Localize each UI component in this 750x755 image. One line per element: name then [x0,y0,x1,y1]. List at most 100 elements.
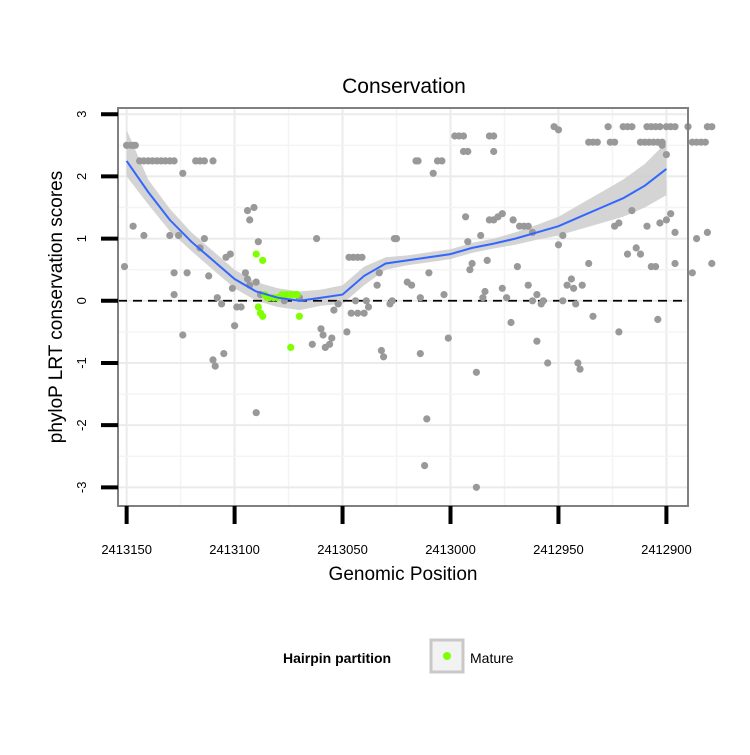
data-point [334,300,342,308]
data-point [231,322,239,330]
data-point [362,297,370,305]
data-point [533,337,541,345]
data-point [220,350,228,358]
data-point [481,287,489,296]
data-point [671,259,679,268]
data-point [559,231,567,240]
data-point [120,263,129,271]
data-point [513,263,522,271]
data-point [429,169,437,177]
data-point [524,281,532,289]
data-point [375,269,383,277]
x-tick-label: 2413050 [317,542,368,557]
data-point [170,269,178,277]
data-point [423,415,431,423]
legend-key-mature [443,652,451,660]
data-point [604,123,612,131]
data-point [226,250,234,258]
data-point [313,235,321,243]
data-point [567,275,576,283]
confidence-band [126,129,667,311]
data-point [662,216,671,224]
data-point [392,235,401,243]
data-point [533,291,541,299]
data-point [490,147,498,156]
y-tick-label: 2 [74,173,89,180]
data-point [250,203,258,212]
data-point [524,222,532,230]
data-point [179,169,187,177]
data-point [416,294,424,302]
y-tick-label: -2 [74,419,89,431]
y-tick-label: 1 [74,235,89,242]
data-point [667,210,675,218]
data-point [243,207,252,215]
data-point [317,325,325,333]
data-point [330,306,338,314]
data-point [408,281,416,289]
data-point [388,297,396,305]
data-point [671,123,679,131]
data-point [623,250,632,258]
data-point [200,235,208,243]
data-point [671,228,679,236]
data-point [464,147,472,156]
data-point [358,253,366,261]
data-point [464,238,472,246]
data-point [559,297,567,305]
data-point [218,300,226,308]
data-point [140,231,148,240]
data-point [438,157,446,165]
data-point [170,157,178,165]
y-axis-title: phyloP LRT conservation scores [46,171,67,444]
data-point [425,269,433,277]
data-point [490,132,498,140]
legend: Hairpin partition Mature [283,638,514,674]
x-axis-title: Genomic Position [329,564,478,585]
data-point [421,462,429,470]
data-point-mature [252,250,260,258]
legend-label-mature: Mature [470,650,514,666]
confidence-band-layer [126,129,667,311]
data-point [205,272,213,280]
x-tick-label: 2413150 [101,542,152,557]
data-point [246,216,254,224]
y-tick-label: 3 [74,111,89,118]
data-point [615,328,623,336]
data-point [554,241,563,249]
data-point [688,269,696,277]
data-point [589,312,597,320]
data-point [237,303,245,311]
data-point [503,294,511,302]
data-point [507,318,515,327]
data-point [539,297,547,305]
data-point [477,231,485,240]
data-point [459,132,468,140]
data-point [200,157,208,165]
data-point [472,483,480,491]
data-point [129,222,137,230]
data-point [498,210,506,218]
chart-title: Conservation [342,75,466,98]
data-point [652,263,660,271]
data-point [654,315,662,323]
data-point [364,303,373,311]
data-point-mature [259,312,267,320]
data-point [326,340,334,348]
data-point [468,259,476,268]
data-point-mature [287,343,295,351]
data-point [693,235,701,243]
x-axis: 2413150 2413100 2413050 2413000 2412950 24129… [101,506,692,557]
data-point [528,297,537,305]
data-point [377,346,385,355]
data-point [544,359,552,367]
data-point [593,138,601,146]
series-other [120,123,716,491]
data-point [656,219,664,227]
data-point [380,353,388,361]
data-point [572,300,580,308]
data-point [351,297,360,305]
data-point [656,123,664,131]
